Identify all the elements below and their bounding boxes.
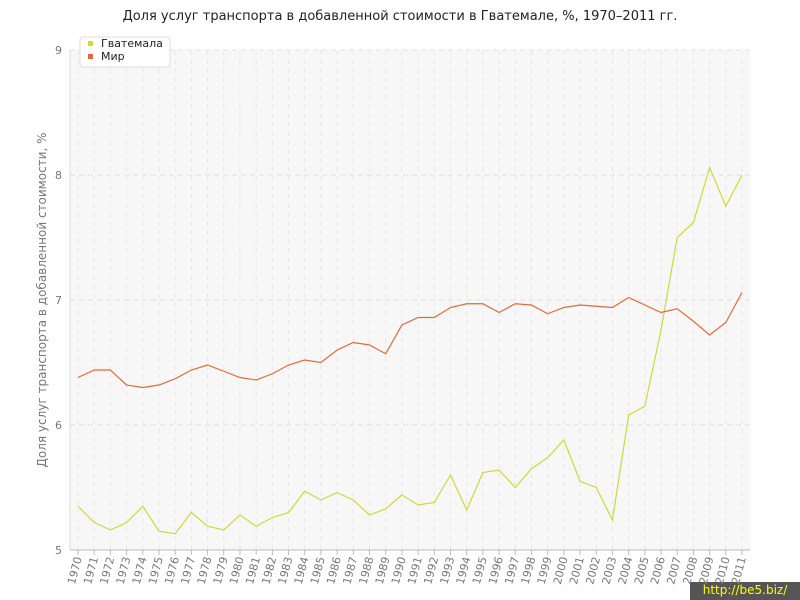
chart-title: Доля услуг транспорта в добавленной стои… bbox=[123, 9, 678, 24]
y-tick-label: 8 bbox=[55, 169, 62, 182]
y-axis-label: Доля услуг транспорта в добавленной стои… bbox=[35, 133, 49, 468]
legend-label: Мир bbox=[101, 50, 125, 63]
plot-area bbox=[70, 50, 750, 550]
watermark-bg bbox=[690, 582, 800, 600]
legend-swatch bbox=[88, 41, 93, 46]
y-tick-label: 9 bbox=[55, 44, 62, 57]
y-tick-label: 7 bbox=[55, 294, 62, 307]
series-line bbox=[77, 292, 743, 389]
lines bbox=[77, 165, 743, 535]
series-line bbox=[77, 165, 743, 535]
legend-box bbox=[79, 36, 171, 68]
legend-label: Гватемала bbox=[101, 37, 163, 50]
legend-swatch bbox=[88, 54, 93, 59]
grid bbox=[70, 49, 750, 551]
y-tick-label: 6 bbox=[55, 419, 62, 432]
y-tick-label: 5 bbox=[55, 544, 62, 557]
watermark: http://be5.biz/ bbox=[703, 583, 788, 597]
